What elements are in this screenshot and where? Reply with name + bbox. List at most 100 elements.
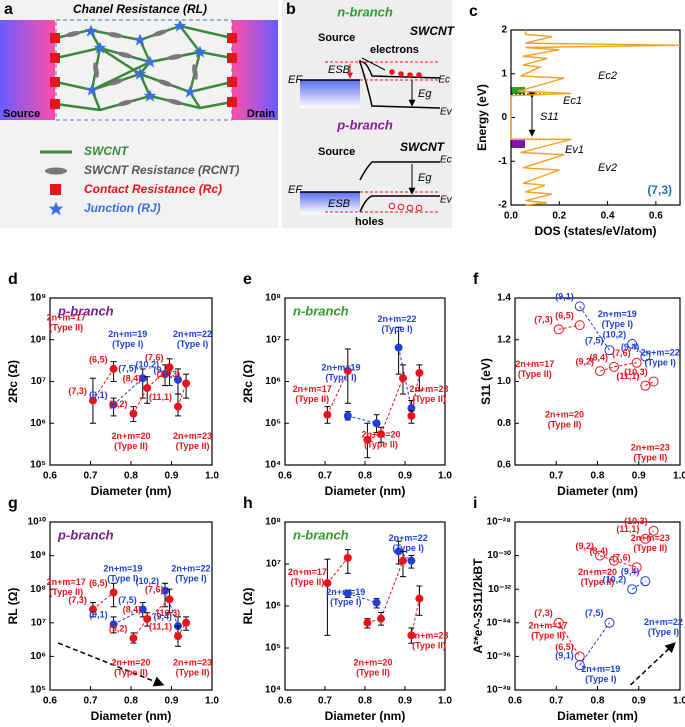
- y-tick-label: 10¹⁰: [28, 517, 46, 528]
- family-line: [113, 608, 143, 625]
- chirality-label: (7,6): [612, 553, 631, 563]
- x-tick-label: 0.0: [504, 211, 518, 222]
- family-type: (Type II): [295, 394, 329, 404]
- chirality-label: (9,2): [109, 399, 128, 409]
- point: [594, 366, 605, 377]
- trend-arrow: [629, 642, 676, 686]
- branch-title: n-branch: [337, 4, 393, 19]
- x-tick-label: 0.8: [358, 696, 372, 707]
- y-tick-label: 10⁻²⁸: [487, 517, 512, 528]
- chirality-label: (9,2): [575, 541, 594, 551]
- family-line: [631, 343, 646, 357]
- contact: [227, 97, 237, 107]
- chirality-label: (11,1): [149, 622, 172, 632]
- panel-letter: b: [286, 1, 296, 18]
- resistor: [117, 99, 133, 107]
- contact: [50, 53, 60, 63]
- filled-states: [511, 139, 525, 148]
- x-tick-label: 1.0: [438, 696, 452, 707]
- point: [407, 631, 416, 640]
- x-axis-label: Diameter (nm): [557, 484, 638, 498]
- x-tick-label: 0.9: [398, 696, 412, 707]
- x-tick-label: 0.9: [632, 471, 646, 482]
- point: [631, 357, 642, 368]
- point: [640, 351, 651, 362]
- y-tick-label: 0.8: [497, 418, 511, 429]
- point: [648, 376, 659, 387]
- point: [604, 617, 615, 628]
- y-tick-label: 10⁷: [31, 376, 46, 387]
- x-tick-label: 0.7: [84, 471, 98, 482]
- esb-label: ESB: [328, 64, 350, 76]
- family-type: (Type I): [381, 324, 412, 334]
- point: [407, 404, 416, 413]
- family-label: 2n+m=17: [288, 567, 327, 577]
- contact: [50, 33, 60, 43]
- x-tick-label: 0.8: [124, 471, 138, 482]
- point: [343, 411, 352, 420]
- x-tick-label: 1.0: [438, 471, 452, 482]
- panel-b: b n-branch Source SWCNT electrons ESB EF…: [282, 0, 456, 228]
- ev-label: Ev: [440, 107, 453, 118]
- family-label: 2n+m=22: [389, 533, 428, 543]
- point: [109, 400, 118, 409]
- source-label: Source: [318, 32, 355, 44]
- family-line: [177, 383, 187, 407]
- x-tick-label: 0.2: [552, 211, 566, 222]
- conduction-band: [359, 161, 440, 181]
- point: [627, 338, 638, 349]
- chirality-label: (10,2): [603, 329, 627, 339]
- point: [138, 374, 147, 383]
- family-line: [645, 530, 654, 540]
- chart-title: p-branch: [57, 303, 114, 318]
- x-tick-label: 0.6: [278, 696, 292, 707]
- source-electrode: [0, 20, 55, 120]
- chirality-label: (9,1): [555, 292, 574, 302]
- family-line: [579, 306, 610, 351]
- point: [553, 617, 564, 628]
- family-type: (Type I): [602, 319, 633, 329]
- point: [129, 409, 138, 418]
- y-tick-label: 10⁷: [31, 617, 46, 628]
- point: [165, 363, 174, 372]
- y-axis-label: 2Rc (Ω): [6, 360, 20, 403]
- chirality-label: (10,3): [157, 608, 181, 618]
- x-tick-label: 0.6: [649, 211, 663, 222]
- point: [377, 614, 385, 623]
- y-tick-label: 10⁻³⁴: [486, 617, 511, 628]
- point: [399, 374, 407, 383]
- family-type: (Type II): [356, 667, 390, 677]
- panel-bg: [282, 0, 452, 228]
- legend-label: SWCNT: [84, 144, 130, 158]
- chirality-label: (10,2): [603, 575, 627, 585]
- family-type: (Type II): [176, 441, 210, 451]
- family-type: (Type I): [175, 573, 206, 583]
- point: [173, 402, 182, 411]
- family-line: [410, 598, 420, 636]
- carrier-label: electrons: [370, 44, 419, 56]
- family-label: 2n+m=17: [515, 359, 554, 369]
- y-tick-label: 10⁴: [265, 460, 281, 471]
- x-tick-label: 0.4: [601, 211, 615, 222]
- family-type: (Type I): [112, 339, 143, 349]
- family-line: [410, 372, 420, 416]
- chirality-label: (9,4): [621, 567, 640, 577]
- point: [109, 620, 118, 629]
- annotation: Ev1: [565, 144, 584, 156]
- y-tick-label: 1.4: [497, 293, 511, 304]
- y-axis-label: Energy (eV): [475, 84, 489, 151]
- swcnt-label: SWCNT: [400, 140, 446, 154]
- family-line: [347, 415, 377, 424]
- point: [640, 380, 651, 391]
- panel-title: Chanel Resistance (RL): [73, 2, 207, 16]
- point: [415, 594, 424, 603]
- x-tick-label: 0.9: [165, 471, 179, 482]
- family-label: 2n+m=20: [353, 657, 392, 667]
- y-tick-label: 10⁶: [30, 418, 46, 429]
- y-axis-label: RL (Ω): [241, 588, 255, 625]
- legend-label: Junction (RJ): [84, 201, 161, 215]
- x-tick-label: 0.8: [358, 471, 372, 482]
- resistor: [107, 32, 123, 38]
- family-type: (Type I): [177, 339, 208, 349]
- family-type: (Type II): [49, 322, 83, 332]
